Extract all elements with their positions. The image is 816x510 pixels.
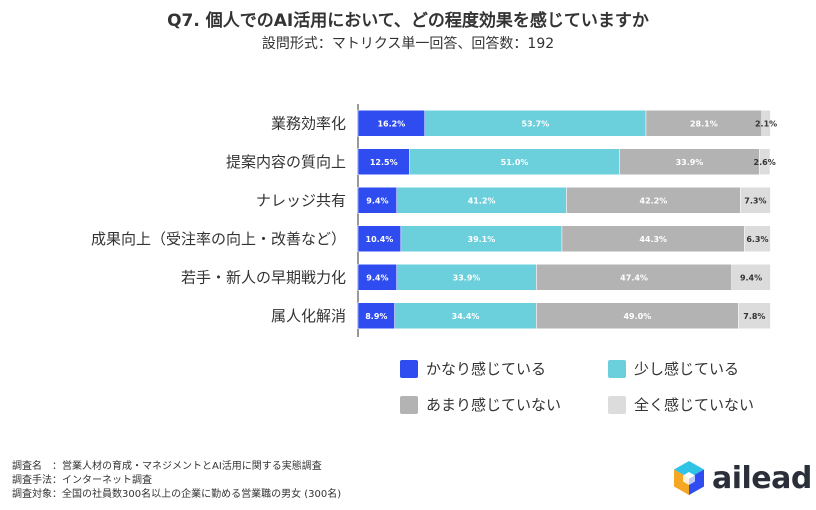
legend-label-1: 少し感じている: [634, 360, 740, 378]
data-label: 44.3%: [639, 235, 667, 244]
data-label: 16.2%: [377, 119, 405, 128]
legend-label-2: あまり感じていない: [426, 396, 562, 414]
bar-segment: [357, 225, 402, 252]
legend-swatch-2: [400, 395, 418, 414]
bar-segment: [761, 110, 771, 137]
bar-segment: [738, 302, 771, 329]
ailead-logo-icon: [674, 461, 704, 495]
bar-segment: [536, 264, 732, 291]
data-label: 9.4%: [366, 196, 388, 205]
bar-segment: [409, 148, 620, 175]
data-label: 7.8%: [743, 312, 765, 321]
data-label: 51.0%: [501, 158, 529, 167]
category-label: 若手・新人の早期戦力化: [181, 268, 346, 286]
category-label: 属人化解消: [271, 307, 346, 325]
data-label: 39.1%: [468, 235, 496, 244]
footnote-line-target: 調査対象：全国の社員数300名以上の企業に勤める営業職の男女 (300名): [12, 489, 342, 500]
survey-footnote: 調査名 ：営業人材の育成・マネジメントとAI活用に関する実態調査 調査手法：イン…: [12, 460, 341, 502]
category-label: 成果向上（受注率の向上・改善など）: [91, 230, 346, 248]
legend-label-3: 全く感じていない: [634, 396, 755, 414]
data-label: 53.7%: [521, 119, 549, 128]
bar-segment: [740, 187, 771, 214]
data-label: 10.4%: [366, 235, 394, 244]
ailead-logo: ailead: [672, 460, 812, 496]
logo-text: ailead: [712, 460, 812, 496]
bar-segment: [357, 264, 397, 291]
category-label: 業務効率化: [271, 114, 346, 132]
data-label: 2.6%: [754, 158, 776, 167]
legend-swatch-0: [400, 359, 418, 378]
legend-swatch-3: [608, 395, 626, 414]
data-label: 6.3%: [746, 235, 768, 244]
data-label: 7.3%: [744, 196, 766, 205]
footnote-line-survey-name: 調査名 ：営業人材の育成・マネジメントとAI活用に関する実態調査: [12, 461, 322, 472]
data-label: 9.4%: [366, 273, 388, 282]
footnote-line-method: 調査手法：インターネット調査: [12, 475, 152, 486]
chart-subtitle: 設問形式：マトリクス単一回答、回答数：192: [261, 36, 555, 52]
bar-segment: [357, 110, 425, 137]
legend-swatch-1: [608, 359, 626, 378]
bar-segment: [566, 187, 741, 214]
chart-title: Q7. 個人でのAI活用において、どの程度効果を感じていますか: [167, 11, 649, 31]
data-label: 33.9%: [676, 158, 704, 167]
bar-segment: [396, 264, 537, 291]
category-label: 提案内容の質向上: [226, 153, 346, 171]
stacked-bar-chart: 業務効率化 16.2% 53.7% 28.1% 2.1% 提案内容の質向上 12.5% 51.…: [91, 104, 777, 337]
data-label: 12.5%: [370, 158, 398, 167]
legend-label-0: かなり感じている: [426, 360, 547, 378]
bar-segment: [400, 225, 563, 252]
data-label: 28.1%: [690, 119, 718, 128]
bar-segment: [759, 148, 771, 175]
data-label: 9.4%: [740, 273, 762, 282]
bar-segment: [645, 110, 763, 137]
category-label: ナレッジ共有: [256, 191, 346, 209]
data-label: 34.4%: [452, 312, 480, 321]
data-label: 42.2%: [640, 196, 668, 205]
data-label: 41.2%: [468, 196, 496, 205]
legend-item-2: あまり感じていない: [400, 394, 561, 415]
data-label: 47.4%: [620, 273, 648, 282]
legend-item-0: かなり感じている: [400, 358, 546, 379]
legend-item-1: 少し感じている: [608, 358, 739, 379]
bar-segment: [357, 302, 395, 329]
data-label: 33.9%: [453, 273, 481, 282]
bar-segment: [731, 264, 771, 291]
bar-segment: [536, 302, 739, 329]
bar-segment: [357, 187, 397, 214]
bar-segment: [619, 148, 760, 175]
bar-segment: [357, 148, 410, 175]
data-label: 8.9%: [365, 312, 387, 321]
bar-segment: [744, 225, 771, 252]
bar-segment: [424, 110, 647, 137]
data-label: 49.0%: [623, 312, 651, 321]
bar-segment: [396, 187, 567, 214]
data-label: 2.1%: [755, 119, 777, 128]
bar-segment: [561, 225, 745, 252]
legend-item-3: 全く感じていない: [608, 394, 754, 415]
